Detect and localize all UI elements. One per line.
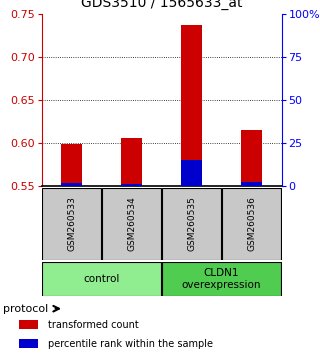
Text: protocol: protocol [3, 304, 48, 314]
Text: GSM260533: GSM260533 [67, 196, 76, 251]
Bar [61, 144, 82, 186]
Bar [181, 160, 202, 186]
Bar [61, 183, 82, 186]
Text: GSM260534: GSM260534 [127, 196, 136, 251]
Text: CLDN1
overexpression: CLDN1 overexpression [182, 268, 261, 290]
Bar [19, 320, 38, 329]
Bar [42, 262, 162, 296]
Text: GSM260535: GSM260535 [187, 196, 196, 251]
Bar [222, 188, 282, 260]
Bar [42, 188, 101, 260]
Text: transformed count: transformed count [48, 320, 139, 330]
Bar [102, 188, 162, 260]
Bar [241, 130, 262, 186]
Title: GDS3510 / 1565633_at: GDS3510 / 1565633_at [81, 0, 242, 10]
Bar [181, 25, 202, 186]
Text: percentile rank within the sample: percentile rank within the sample [48, 339, 213, 349]
Bar [162, 262, 282, 296]
Text: GSM260536: GSM260536 [247, 196, 256, 251]
Bar [19, 339, 38, 348]
Bar [162, 188, 221, 260]
Bar [121, 138, 142, 186]
Text: control: control [84, 274, 120, 284]
Bar [241, 182, 262, 186]
Bar [121, 184, 142, 186]
